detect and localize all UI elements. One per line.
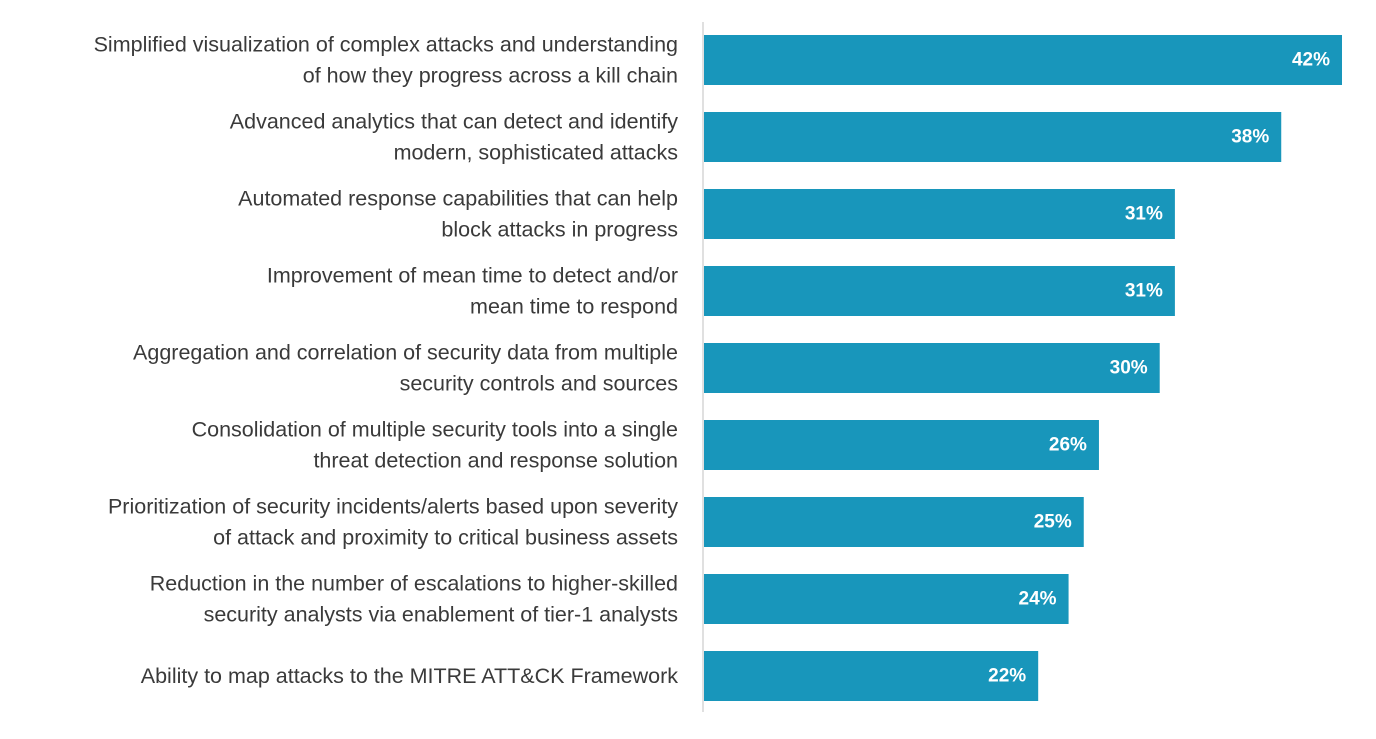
bar (704, 343, 1160, 393)
category-label: Prioritization of security incidents/ale… (108, 495, 678, 519)
data-label: 31% (1125, 204, 1163, 225)
category-label: of how they progress across a kill chain (303, 64, 678, 88)
category-label: Improvement of mean time to detect and/o… (267, 264, 678, 288)
data-label: 24% (1019, 589, 1057, 610)
bar (704, 574, 1069, 624)
data-label: 42% (1292, 50, 1330, 71)
category-label: Reduction in the number of escalations t… (150, 572, 678, 596)
data-label: 22% (988, 666, 1026, 687)
data-label: 31% (1125, 281, 1163, 302)
category-label: security controls and sources (400, 372, 678, 396)
category-label: Simplified visualization of complex atta… (94, 33, 678, 57)
bar (704, 420, 1099, 470)
data-label: 26% (1049, 435, 1087, 456)
category-label: threat detection and response solution (313, 449, 678, 473)
data-label: 30% (1110, 358, 1148, 379)
category-label: Ability to map attacks to the MITRE ATT&… (141, 664, 678, 688)
category-label: Advanced analytics that can detect and i… (230, 110, 678, 134)
bar (704, 651, 1039, 701)
bar (704, 497, 1084, 547)
bar (704, 266, 1175, 316)
bar (704, 189, 1175, 239)
bars-group: 42% 38% 31% 31% 30% 26% 25% 24% 22% (704, 35, 1342, 701)
bar (704, 112, 1282, 162)
bar (704, 35, 1342, 85)
category-label: block attacks in progress (441, 218, 678, 242)
category-label: of attack and proximity to critical busi… (213, 526, 678, 550)
category-label: Automated response capabilities that can… (238, 187, 678, 211)
category-label: Consolidation of multiple security tools… (192, 418, 678, 442)
category-label: mean time to respond (470, 295, 678, 319)
data-label: 25% (1034, 512, 1072, 533)
category-labels-group: Simplified visualization of complex atta… (94, 33, 679, 689)
category-label: modern, sophisticated attacks (394, 141, 678, 165)
category-label: security analysts via enablement of tier… (204, 603, 678, 627)
category-label: Aggregation and correlation of security … (133, 341, 678, 365)
data-label: 38% (1231, 127, 1269, 148)
